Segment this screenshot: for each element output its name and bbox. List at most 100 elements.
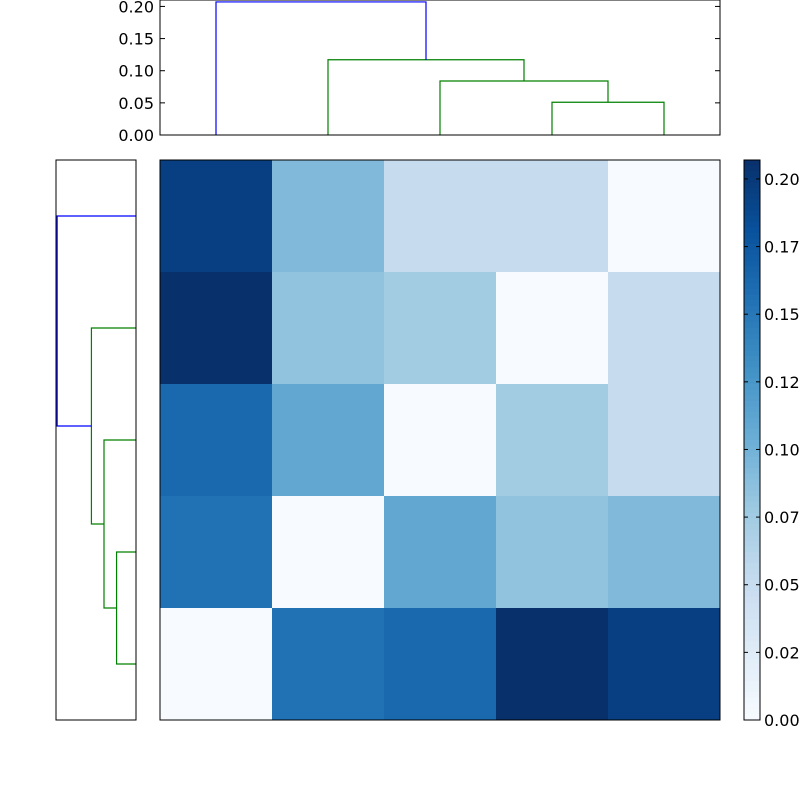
- colorbar-segment: [744, 568, 760, 575]
- colorbar-segment: [744, 479, 760, 486]
- heatmap-cell: [160, 160, 273, 273]
- colorbar-segment: [744, 384, 760, 391]
- heatmap-cell: [272, 384, 385, 497]
- heatmap-cell: [608, 160, 721, 273]
- colorbar-segment: [744, 328, 760, 335]
- colorbar-segment: [744, 266, 760, 273]
- colorbar-segment: [744, 647, 760, 654]
- colorbar-segment: [744, 658, 760, 665]
- colorbar-segment: [744, 204, 760, 211]
- heatmap-cell: [272, 272, 385, 385]
- colorbar-segment: [744, 367, 760, 374]
- colorbar-segment: [744, 227, 760, 234]
- colorbar-segment: [744, 451, 760, 458]
- top-dendrogram-tick-label: 0.15: [118, 30, 154, 49]
- colorbar-segment: [744, 456, 760, 463]
- heatmap-cell: [608, 496, 721, 609]
- colorbar-segment: [744, 580, 760, 587]
- colorbar-segment: [744, 714, 760, 721]
- heatmap-cell: [608, 272, 721, 385]
- colorbar-segment: [744, 288, 760, 295]
- colorbar-segment: [744, 512, 760, 519]
- colorbar-tick-label: 0.17: [764, 238, 800, 257]
- colorbar-segment: [744, 490, 760, 497]
- heatmap-cell: [384, 384, 497, 497]
- colorbar-segment: [744, 188, 760, 195]
- colorbar-frame: [743, 159, 761, 721]
- colorbar-segment: [744, 507, 760, 514]
- top-dendrogram-tick-label: 0.05: [118, 94, 154, 113]
- colorbar-segment: [744, 176, 760, 183]
- colorbar-segment: [744, 434, 760, 441]
- colorbar-segment: [744, 361, 760, 368]
- colorbar-segment: [744, 496, 760, 503]
- left-dendrogram-link: [115, 551, 136, 665]
- left-dendrogram-link: [103, 439, 136, 609]
- colorbar-segment: [744, 255, 760, 262]
- colorbar-segment: [744, 423, 760, 430]
- colorbar-segment: [744, 596, 760, 603]
- colorbar-segment: [744, 165, 760, 172]
- colorbar-segment: [744, 311, 760, 318]
- heatmap-cell: [496, 272, 609, 385]
- colorbar-segment: [744, 552, 760, 559]
- colorbar-tick-label: 0.10: [764, 440, 800, 459]
- colorbar-segment: [744, 210, 760, 217]
- colorbar-segment: [744, 322, 760, 329]
- heatmap-cell: [160, 608, 273, 721]
- colorbar-segment: [744, 182, 760, 189]
- colorbar-segment: [744, 238, 760, 245]
- heatmap-cell: [272, 160, 385, 273]
- colorbar-segment: [744, 440, 760, 447]
- heatmap-cell: [160, 272, 273, 385]
- colorbar-segment: [744, 316, 760, 323]
- colorbar-segment: [744, 395, 760, 402]
- colorbar-tick-label: 0.15: [764, 305, 800, 324]
- colorbar-segment: [744, 428, 760, 435]
- colorbar-segment: [744, 524, 760, 531]
- colorbar-tick-label: 0.07: [764, 508, 800, 527]
- colorbar-segment: [744, 244, 760, 251]
- colorbar-segment: [744, 619, 760, 626]
- colorbar-tick-label: 0.05: [764, 576, 800, 595]
- colorbar-segment: [744, 283, 760, 290]
- colorbar-segment: [744, 221, 760, 228]
- heatmap-cell: [384, 272, 497, 385]
- colorbar-tick-label: 0.12: [764, 373, 800, 392]
- top-dendrogram-tick-label: 0.10: [118, 62, 154, 81]
- heatmap-cell: [384, 608, 497, 721]
- colorbar-segment: [744, 260, 760, 267]
- colorbar-segment: [744, 546, 760, 553]
- colorbar-segment: [744, 406, 760, 413]
- heatmap-cell: [496, 496, 609, 609]
- colorbar-tick-label: 0.20: [764, 170, 800, 189]
- colorbar-segment: [744, 686, 760, 693]
- colorbar-segment: [744, 356, 760, 363]
- colorbar-segment: [744, 652, 760, 659]
- colorbar-segment: [744, 557, 760, 564]
- colorbar-segment: [744, 344, 760, 351]
- heatmap-cell: [160, 384, 273, 497]
- colorbar-segment: [744, 574, 760, 581]
- colorbar-segment: [744, 339, 760, 346]
- colorbar-segment: [744, 473, 760, 480]
- heatmap-cell: [496, 160, 609, 273]
- colorbar-segment: [744, 501, 760, 508]
- heatmap-frame: [159, 159, 721, 721]
- colorbar-segment: [744, 445, 760, 452]
- colorbar-segment: [744, 641, 760, 648]
- colorbar-segment: [744, 535, 760, 542]
- colorbar-segment: [744, 540, 760, 547]
- colorbar-segment: [744, 462, 760, 469]
- colorbar-segment: [744, 277, 760, 284]
- top-dendrogram-link: [439, 80, 609, 135]
- colorbar-segment: [744, 199, 760, 206]
- colorbar-segment: [744, 585, 760, 592]
- colorbar-segment: [744, 232, 760, 239]
- heatmap-cell: [272, 608, 385, 721]
- colorbar-segment: [744, 412, 760, 419]
- colorbar-segment: [744, 249, 760, 256]
- left-dendrogram-frame: [55, 159, 137, 721]
- heatmap-cell: [496, 608, 609, 721]
